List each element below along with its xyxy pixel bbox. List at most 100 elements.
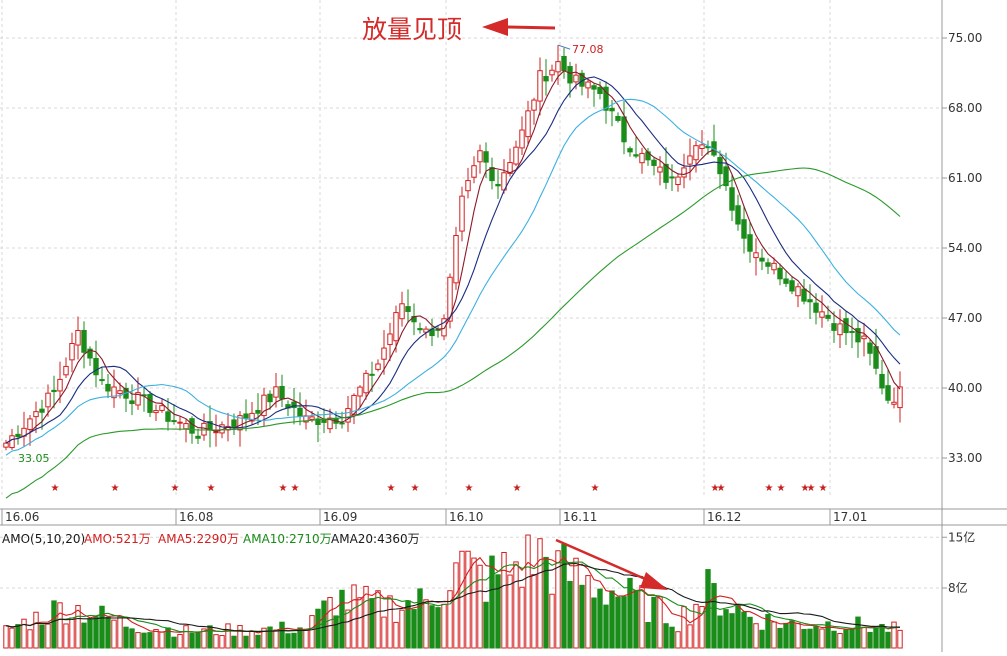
candle-body xyxy=(843,318,849,334)
candle-body xyxy=(111,386,117,399)
candle-body xyxy=(483,151,489,163)
volume-bar xyxy=(333,615,339,649)
candle-body xyxy=(315,418,321,425)
volume-bar xyxy=(819,628,825,649)
volume-bar xyxy=(657,596,663,649)
candle-body xyxy=(249,412,255,422)
signal-star: ★ xyxy=(765,483,774,494)
volume-bar xyxy=(783,622,789,649)
candle-body xyxy=(87,348,93,359)
candle-body xyxy=(189,418,195,434)
volume-bar xyxy=(519,586,525,649)
high-price-label: 77.08 xyxy=(572,43,604,56)
volume-bar xyxy=(717,615,723,649)
volume-bar xyxy=(633,589,639,649)
y-tick-label: 54.00 xyxy=(948,241,982,255)
signal-star: ★ xyxy=(207,483,216,494)
high-price-pointer xyxy=(557,44,571,50)
candle-body xyxy=(453,235,459,284)
volume-bar xyxy=(405,600,411,649)
candle-body xyxy=(627,148,633,153)
volume-bar xyxy=(441,603,447,649)
volume-bar xyxy=(183,625,189,649)
volume-bar xyxy=(603,604,609,649)
volume-bar xyxy=(663,623,669,649)
volume-bar xyxy=(345,609,351,649)
volume-bar xyxy=(525,534,531,649)
candle-body xyxy=(297,407,303,417)
volume-bar xyxy=(285,633,291,649)
candle-body xyxy=(507,162,513,174)
ma5-line xyxy=(5,70,901,444)
volume-bar xyxy=(699,606,705,649)
volume-bar xyxy=(807,628,813,649)
volume-bar xyxy=(477,564,483,649)
volume-bar xyxy=(105,616,111,649)
candle-body xyxy=(471,165,477,178)
volume-bar xyxy=(891,621,897,649)
candle-body xyxy=(759,257,765,262)
signal-star: ★ xyxy=(279,483,288,494)
volume-bar xyxy=(777,627,783,649)
volume-bar xyxy=(855,616,861,649)
volume-bar xyxy=(849,628,855,649)
volume-bar xyxy=(579,584,585,649)
volume-bar xyxy=(831,630,837,649)
volume-bar xyxy=(369,598,375,649)
volume-bar xyxy=(489,555,495,649)
candle-body xyxy=(765,262,771,267)
volume-bar xyxy=(279,621,285,649)
candle-body xyxy=(183,423,189,430)
candle-body xyxy=(177,421,183,424)
volume-bar xyxy=(243,635,249,649)
volume-bar xyxy=(231,635,237,649)
volume-bar xyxy=(609,590,615,649)
candle-body xyxy=(675,176,681,186)
volume-bar xyxy=(219,635,225,649)
candle-body xyxy=(423,328,429,333)
candle-body xyxy=(327,417,333,430)
candle-body xyxy=(783,278,789,284)
candle-body xyxy=(555,61,561,73)
volume-bar xyxy=(747,616,753,649)
candle-body xyxy=(363,372,369,394)
x-tick-label: 17.01 xyxy=(833,510,867,524)
candle-body xyxy=(9,435,15,449)
candle-body xyxy=(897,386,903,409)
moving-averages xyxy=(5,44,901,499)
candle-body xyxy=(69,342,75,361)
ma20-line xyxy=(5,98,901,456)
candle-body xyxy=(525,110,531,138)
candle-body xyxy=(771,262,777,271)
candle-body xyxy=(825,314,831,319)
volume-bar xyxy=(795,622,801,649)
volume-bar xyxy=(555,550,561,649)
volume-bar xyxy=(225,623,231,649)
volume-bar xyxy=(537,538,543,649)
annotation-arrow xyxy=(482,18,556,36)
volume-y-tick-label: 15亿 xyxy=(948,529,975,544)
candle-body xyxy=(45,392,51,408)
volume-bar xyxy=(843,629,849,649)
volume-bar xyxy=(507,574,513,649)
volume-bar xyxy=(771,621,777,649)
candle-body xyxy=(447,276,453,322)
candle-body xyxy=(171,420,177,423)
volume-bar xyxy=(321,600,327,649)
volume-bar xyxy=(759,629,765,649)
volume-bar xyxy=(123,626,129,649)
volume-bar xyxy=(249,630,255,649)
candle-body xyxy=(687,155,693,165)
volume-bar xyxy=(135,632,141,649)
candle-body xyxy=(273,386,279,398)
signal-star: ★ xyxy=(711,483,720,494)
volume-bar xyxy=(309,615,315,649)
volume-bar xyxy=(297,627,303,649)
ma60-line xyxy=(5,167,901,499)
volume-bar xyxy=(273,629,279,649)
y-tick-label: 47.00 xyxy=(948,311,982,325)
volume-bar xyxy=(63,623,69,649)
y-tick-label: 75.00 xyxy=(948,31,982,45)
